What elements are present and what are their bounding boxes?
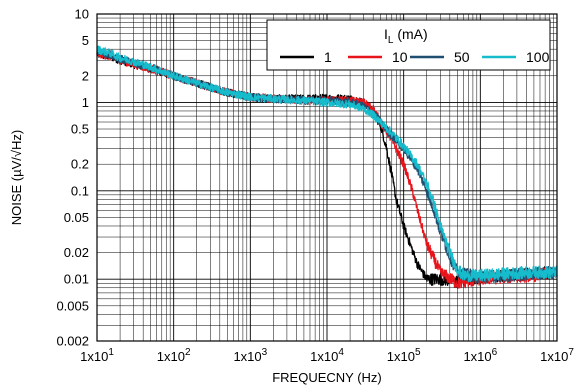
y-tick-label: 0.005	[56, 298, 89, 313]
y-tick-label: 0.02	[64, 245, 89, 260]
y-tick-label: 0.002	[56, 334, 89, 349]
y-tick-label: 5	[82, 33, 89, 48]
y-tick-labels: 10 5 2 1 0.5 0.2 0.1 0.05 0.02 0.01 0.005 0.002	[56, 7, 89, 349]
y-tick-label: 2	[82, 68, 89, 83]
y-tick-label: 10	[75, 7, 89, 22]
x-tick-labels: 1x101 1x102 1x103 1x104 1x105 1x106 1x107	[80, 347, 574, 364]
x-tick-label: 1x106	[463, 347, 497, 364]
y-tick-label: 0.01	[64, 272, 89, 287]
y-tick-label: 0.1	[71, 183, 89, 198]
x-axis-label: FREQUECNY (Hz)	[272, 370, 382, 385]
x-tick-label: 1x101	[80, 347, 114, 364]
x-tick-label: 1x105	[387, 347, 421, 364]
legend-title: IL (mA)	[384, 26, 428, 46]
legend-label-100: 100	[526, 49, 550, 65]
y-tick-label: 0.5	[71, 122, 89, 137]
x-tick-label: 1x104	[310, 347, 344, 364]
x-tick-label: 1x102	[157, 347, 191, 364]
series-line-100	[96, 45, 558, 283]
legend-label-1: 1	[324, 49, 332, 65]
legend-label-50: 50	[454, 49, 470, 65]
legend-box	[266, 19, 551, 71]
plot-frame	[96, 13, 558, 342]
x-tick-label: 1x107	[540, 347, 574, 364]
y-tick-label: 0.2	[71, 157, 89, 172]
y-tick-label: 1	[82, 95, 89, 110]
plot-series	[96, 45, 558, 289]
y-tick-label: 0.05	[64, 210, 89, 225]
y-axis-label: NOISE (µV/√Hz)	[9, 130, 24, 226]
legend: IL (mA) 1 10 50 100	[266, 19, 551, 71]
x-tick-label: 1x103	[233, 347, 267, 364]
legend-label-10: 10	[392, 49, 408, 65]
